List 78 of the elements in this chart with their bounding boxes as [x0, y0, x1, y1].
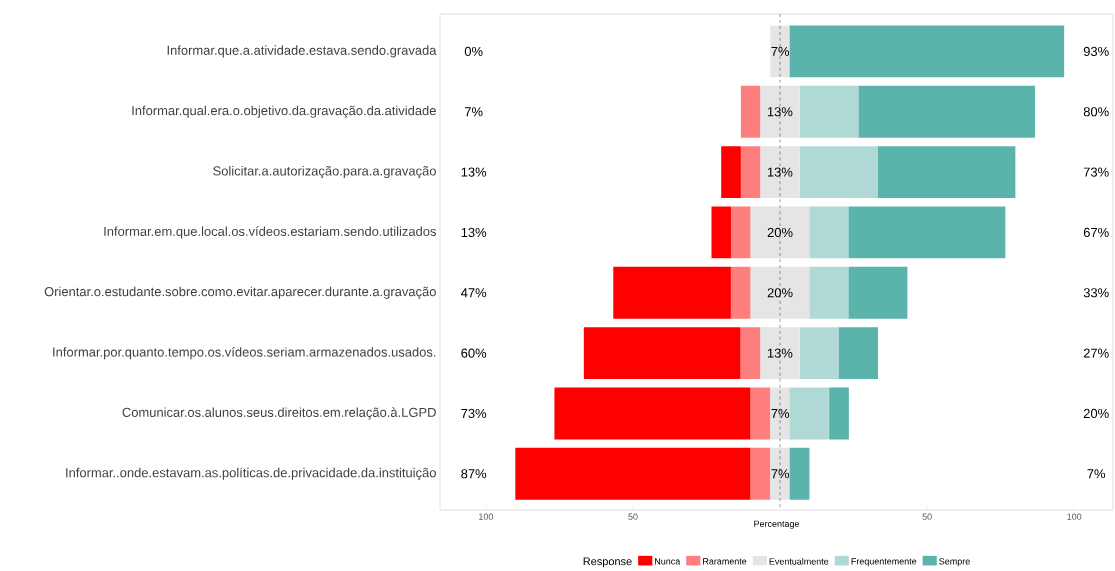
annotation: 73%	[1083, 167, 1109, 177]
annotation: 67%	[1083, 228, 1109, 238]
bar	[770, 448, 791, 500]
bar	[770, 25, 791, 78]
bar	[799, 86, 859, 138]
bar	[760, 86, 800, 138]
data-label: 13%	[767, 107, 793, 117]
x-tick-label: 100	[479, 513, 494, 521]
y-tick-label: Informar.por.quanto.tempo.os.vídeos.seriam.armazenados.usados.	[53, 347, 436, 360]
y-tick-label: Informar.em.que.local.os.vídeos.estariam.sendo.utilizados	[104, 226, 436, 239]
annotation: 80%	[1083, 107, 1109, 117]
legend-title: Response	[583, 557, 632, 568]
data-label: 20%	[767, 288, 793, 298]
bar	[740, 327, 761, 380]
bar	[809, 206, 849, 259]
bar	[760, 146, 800, 199]
y-tick-label: Solicitar.a.autorização.para.a.gravação	[213, 166, 436, 179]
bar	[515, 448, 751, 500]
bar	[848, 206, 1006, 259]
bar	[750, 206, 810, 259]
annotation: 0%	[464, 47, 483, 57]
x-tick-label: 50	[922, 513, 932, 521]
bar	[877, 146, 1016, 199]
annotation: 33%	[1083, 288, 1109, 298]
bar	[789, 387, 829, 440]
bar	[838, 327, 878, 380]
bar	[730, 267, 751, 319]
annotation: 20%	[1083, 409, 1109, 419]
legend-label: Frequentemente	[851, 558, 917, 567]
annotation: 13%	[461, 228, 487, 238]
annotation: 73%	[461, 409, 487, 419]
bar	[583, 327, 741, 380]
bar	[799, 327, 839, 380]
annotation: 47%	[461, 288, 487, 298]
bar	[740, 146, 761, 199]
data-label: 7%	[771, 409, 790, 419]
x-tick-label: 50	[628, 513, 638, 521]
data-label: 20%	[767, 228, 793, 238]
data-label: 13%	[767, 167, 793, 177]
y-tick-label: Informar.que.a.atividade.estava.sendo.gravada	[167, 45, 437, 58]
legend-label: Nunca	[655, 558, 681, 565]
x-tick-label: 100	[1067, 513, 1082, 521]
annotation: 27%	[1083, 348, 1109, 358]
bar	[750, 387, 771, 440]
y-tick-label: Comunicar.os.alunos.seus.direitos.em.relação.à.LGPD	[122, 407, 436, 420]
annotation: 13%	[461, 167, 487, 177]
bar	[750, 267, 810, 319]
y-tick-label: Informar..onde.estavam.as.políticas.de.privacidade.da.instituição	[66, 467, 436, 481]
bar	[848, 267, 908, 319]
bar	[789, 25, 1065, 78]
bar	[789, 448, 810, 500]
bar	[613, 267, 731, 319]
bar	[721, 146, 741, 199]
bar	[711, 206, 732, 259]
annotation: 93%	[1083, 47, 1109, 57]
annotation: 7%	[1087, 469, 1106, 479]
annotation: 87%	[461, 469, 487, 479]
bar	[858, 86, 1036, 138]
annotation: 7%	[464, 107, 483, 117]
bar	[730, 206, 751, 259]
bar	[770, 387, 791, 440]
bar	[760, 327, 800, 380]
data-label: 13%	[767, 348, 793, 358]
bar	[809, 267, 849, 319]
bar	[750, 448, 771, 500]
bar	[829, 387, 849, 440]
data-label: 7%	[771, 469, 790, 479]
legend-label: Raramente	[703, 558, 747, 565]
y-tick-label: Orientar.o.estudante.sobre.como.evitar.aparecer.durante.a.gravação	[44, 286, 436, 300]
data-label: 7%	[771, 47, 790, 57]
legend-label: Eventualmente	[769, 558, 829, 565]
x-axis-title: Percentage	[754, 520, 800, 529]
legend-label: Sempre	[939, 558, 970, 567]
bar	[740, 86, 761, 138]
bar	[554, 387, 751, 440]
annotation: 60%	[461, 348, 487, 358]
y-tick-label: Informar.qual.era.o.objetivo.da.gravação.da.atividade	[132, 105, 436, 119]
bar	[799, 146, 879, 199]
